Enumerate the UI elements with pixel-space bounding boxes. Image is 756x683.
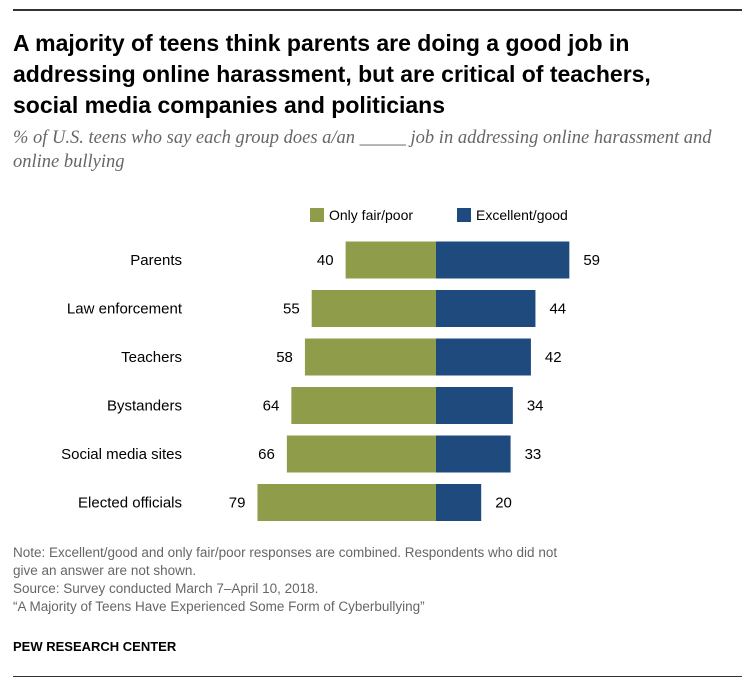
- category-label: Law enforcement: [67, 301, 183, 318]
- value-label-fair-poor: 55: [283, 301, 300, 318]
- bar-fair-poor: [291, 387, 436, 424]
- bar-excellent-good: [436, 241, 570, 279]
- value-label-excellent-good: 20: [495, 495, 512, 512]
- chart-title: A majority of teens think parents are do…: [13, 30, 651, 118]
- bar-excellent-good: [436, 338, 531, 376]
- value-label-fair-poor: 40: [317, 252, 334, 269]
- bar-fair-poor: [257, 484, 436, 521]
- category-label: Social media sites: [61, 446, 182, 463]
- bar-excellent-good: [436, 484, 482, 521]
- bar-excellent-good: [436, 290, 536, 327]
- bar-fair-poor: [304, 338, 436, 376]
- bottom-rule: [13, 676, 742, 677]
- value-label-fair-poor: 64: [263, 398, 280, 415]
- pew-credit: PEW RESEARCH CENTER: [13, 639, 177, 654]
- bar-excellent-good: [436, 387, 513, 424]
- legend-swatch-fair-poor: [310, 208, 324, 222]
- value-label-excellent-good: 59: [583, 252, 600, 269]
- chart-subtitle: % of U.S. teens who say each group does …: [13, 128, 712, 172]
- value-label-excellent-good: 34: [527, 398, 544, 415]
- bar-excellent-good: [436, 435, 511, 473]
- note-line-2: give an answer are not shown.: [13, 563, 197, 578]
- value-label-fair-poor: 58: [276, 349, 293, 366]
- bar-fair-poor: [345, 241, 436, 279]
- category-label: Elected officials: [78, 495, 182, 512]
- diverging-bar-chart: Only fair/poor Excellent/good Parents 40 59 L…: [61, 207, 600, 521]
- legend-label-excellent-good: Excellent/good: [476, 207, 568, 223]
- source-line: Source: Survey conducted March 7–April 1…: [13, 581, 319, 596]
- note-line-1: Note: Excellent/good and only fair/poor …: [13, 545, 558, 560]
- top-rule: [13, 9, 742, 11]
- value-label-fair-poor: 66: [258, 446, 275, 463]
- legend-swatch-excellent-good: [457, 208, 471, 222]
- value-label-excellent-good: 42: [545, 349, 562, 366]
- report-line: “A Majority of Teens Have Experienced So…: [13, 599, 425, 614]
- category-label: Bystanders: [107, 398, 182, 415]
- value-label-excellent-good: 33: [525, 446, 542, 463]
- bar-fair-poor: [311, 290, 436, 327]
- value-label-excellent-good: 44: [549, 301, 566, 318]
- bar-fair-poor: [286, 435, 436, 473]
- notes-block: Note: Excellent/good and only fair/poor …: [13, 544, 713, 616]
- category-label: Parents: [130, 252, 182, 269]
- legend-label-fair-poor: Only fair/poor: [329, 207, 413, 223]
- category-label: Teachers: [121, 349, 182, 366]
- value-label-fair-poor: 79: [229, 495, 246, 512]
